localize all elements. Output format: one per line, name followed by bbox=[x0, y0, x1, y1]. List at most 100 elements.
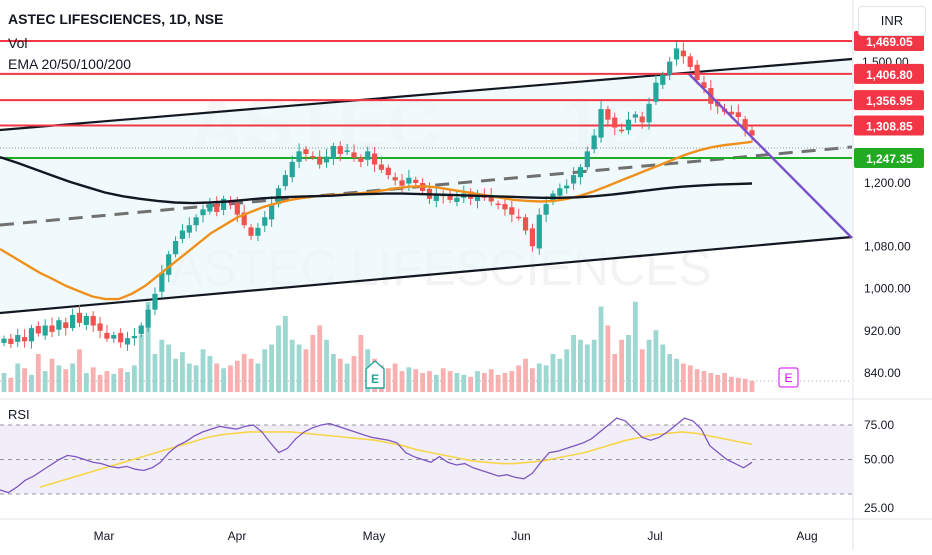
candle-body[interactable] bbox=[76, 312, 83, 323]
price-level-tag[interactable] bbox=[854, 63, 924, 84]
candle-body[interactable] bbox=[529, 228, 536, 247]
candle-body[interactable] bbox=[742, 119, 748, 131]
candle-body[interactable] bbox=[502, 204, 508, 210]
candle-body[interactable] bbox=[406, 177, 412, 184]
candle-body[interactable] bbox=[255, 227, 261, 236]
candle-body[interactable] bbox=[83, 316, 89, 325]
candle-body[interactable] bbox=[667, 61, 673, 75]
candle-body[interactable] bbox=[433, 193, 439, 201]
candle-body[interactable] bbox=[118, 332, 124, 343]
currency-selector[interactable]: INR bbox=[858, 6, 926, 36]
candle-body[interactable] bbox=[371, 153, 378, 165]
candle-body[interactable] bbox=[385, 167, 391, 176]
earnings-marker-upcoming[interactable]: E bbox=[778, 367, 799, 388]
candle-body[interactable] bbox=[104, 332, 110, 339]
candle-body[interactable] bbox=[97, 323, 103, 331]
volume-indicator-label[interactable]: Vol bbox=[8, 35, 28, 51]
ema-indicator-label[interactable]: EMA 20/50/100/200 bbox=[8, 56, 131, 72]
candle-body[interactable] bbox=[310, 156, 316, 158]
candle-body[interactable] bbox=[474, 194, 481, 201]
candle-body[interactable] bbox=[378, 164, 385, 170]
candle-body[interactable] bbox=[749, 130, 755, 136]
candle-body[interactable] bbox=[124, 338, 131, 345]
candle-body[interactable] bbox=[735, 112, 741, 118]
candle-body[interactable] bbox=[289, 161, 295, 178]
candle-body[interactable] bbox=[56, 320, 62, 330]
candle-body[interactable] bbox=[392, 177, 398, 181]
candle-body[interactable] bbox=[522, 217, 529, 231]
candle-body[interactable] bbox=[564, 185, 570, 189]
candle-body[interactable] bbox=[152, 293, 158, 310]
candle-body[interactable] bbox=[200, 209, 206, 216]
candle-body[interactable] bbox=[495, 203, 501, 206]
candle-body[interactable] bbox=[282, 175, 288, 187]
candle-body[interactable] bbox=[166, 254, 172, 275]
candle-body[interactable] bbox=[591, 135, 597, 150]
candle-body[interactable] bbox=[570, 175, 577, 184]
candle-body[interactable] bbox=[639, 116, 645, 123]
candle-body[interactable] bbox=[653, 82, 659, 102]
candle-body[interactable] bbox=[413, 179, 419, 183]
candle-body[interactable] bbox=[358, 157, 364, 162]
candle-body[interactable] bbox=[447, 194, 453, 200]
candle-body[interactable] bbox=[35, 326, 41, 334]
descending-trendline[interactable] bbox=[688, 73, 853, 239]
candle-body[interactable] bbox=[619, 129, 625, 132]
candle-body[interactable] bbox=[296, 151, 302, 162]
candle-body[interactable] bbox=[262, 217, 268, 226]
candle-body[interactable] bbox=[337, 146, 343, 154]
price-level-tag[interactable] bbox=[854, 90, 924, 111]
candle-body[interactable] bbox=[454, 197, 460, 202]
candle-body[interactable] bbox=[172, 241, 179, 255]
candle-body[interactable] bbox=[1, 338, 7, 343]
candle-body[interactable] bbox=[598, 109, 604, 138]
candle-body[interactable] bbox=[90, 316, 96, 326]
candle-body[interactable] bbox=[220, 198, 227, 210]
candle-body[interactable] bbox=[145, 309, 151, 328]
candle-body[interactable] bbox=[543, 204, 549, 215]
candle-body[interactable] bbox=[317, 156, 323, 165]
candle-body[interactable] bbox=[701, 82, 707, 88]
candle-body[interactable] bbox=[131, 336, 137, 339]
candle-body[interactable] bbox=[365, 151, 371, 160]
candle-body[interactable] bbox=[49, 325, 55, 332]
candle-body[interactable] bbox=[632, 114, 638, 118]
candle-body[interactable] bbox=[21, 337, 28, 342]
ema-long-line[interactable] bbox=[0, 155, 753, 205]
candle-body[interactable] bbox=[323, 156, 330, 163]
candle-body[interactable] bbox=[728, 111, 735, 115]
candle-body[interactable] bbox=[159, 272, 165, 292]
rsi-line[interactable] bbox=[0, 417, 753, 494]
candle-body[interactable] bbox=[577, 167, 584, 178]
rsi-indicator-label[interactable]: RSI bbox=[8, 407, 30, 422]
candle-body[interactable] bbox=[269, 204, 275, 220]
price-level-tag[interactable] bbox=[854, 148, 924, 169]
candle-body[interactable] bbox=[605, 109, 611, 120]
candle-body[interactable] bbox=[138, 325, 144, 334]
candle-body[interactable] bbox=[303, 149, 309, 154]
candle-body[interactable] bbox=[70, 314, 76, 329]
candle-body[interactable] bbox=[399, 180, 405, 186]
candle-body[interactable] bbox=[351, 152, 357, 158]
candle-body[interactable] bbox=[42, 325, 48, 336]
candle-body[interactable] bbox=[509, 207, 515, 215]
candle-body[interactable] bbox=[330, 146, 337, 159]
candle-body[interactable] bbox=[488, 195, 494, 202]
candle-body[interactable] bbox=[63, 322, 69, 329]
candle-body[interactable] bbox=[612, 117, 618, 128]
candle-body[interactable] bbox=[687, 56, 693, 67]
candle-body[interactable] bbox=[646, 103, 652, 123]
candle-body[interactable] bbox=[111, 335, 117, 339]
candle-body[interactable] bbox=[234, 203, 240, 215]
price-level-tag[interactable] bbox=[854, 115, 924, 136]
candle-body[interactable] bbox=[207, 204, 213, 212]
candle-body[interactable] bbox=[673, 48, 680, 60]
price-level-tag[interactable] bbox=[854, 31, 924, 52]
candle-body[interactable] bbox=[214, 204, 220, 213]
candle-body[interactable] bbox=[536, 214, 542, 249]
channel-lower-line[interactable] bbox=[0, 235, 853, 315]
candle-body[interactable] bbox=[584, 151, 590, 168]
candle-body[interactable] bbox=[186, 225, 192, 233]
candle-body[interactable] bbox=[516, 216, 522, 219]
